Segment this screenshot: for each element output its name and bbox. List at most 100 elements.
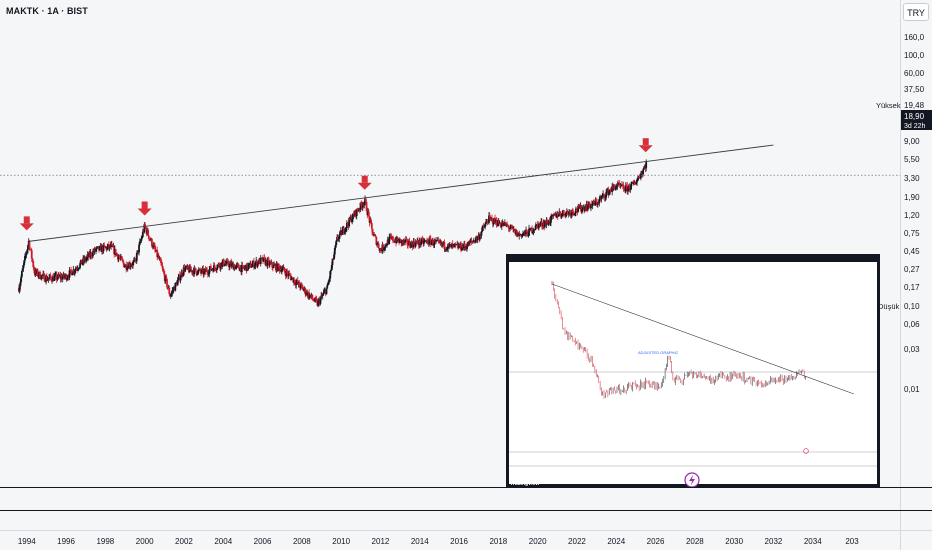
candle-body <box>615 186 617 190</box>
candle <box>528 224 530 236</box>
candle-body <box>611 186 614 192</box>
price-tick-label: 1,20 <box>904 211 920 220</box>
time-tick-label: 2010 <box>332 537 350 546</box>
candle <box>214 267 217 272</box>
candle-body <box>129 265 132 267</box>
candle <box>227 259 230 267</box>
price-tick-label: 160,0 <box>904 33 925 42</box>
price-tick-label: 0,03 <box>904 345 920 354</box>
candle-body <box>491 218 494 224</box>
candle-body <box>636 179 639 183</box>
candle <box>171 287 174 297</box>
candle-body <box>214 267 217 270</box>
candle-body <box>132 260 135 262</box>
candle-body <box>278 266 281 271</box>
candle <box>81 262 84 266</box>
candle <box>361 202 364 212</box>
price-tick-label: 37,50 <box>904 85 925 94</box>
candle-body <box>311 294 314 299</box>
candle-body <box>578 205 580 207</box>
candle-body <box>420 243 422 245</box>
time-tick-label: 2022 <box>568 537 586 546</box>
candle-body <box>23 260 26 265</box>
candle-body <box>24 255 26 261</box>
candle <box>396 236 399 242</box>
time-tick-label: 2034 <box>804 537 822 546</box>
candle <box>377 241 380 249</box>
candle-body <box>32 261 35 267</box>
candle-body <box>280 269 283 273</box>
candle <box>110 241 112 250</box>
candle-body <box>591 203 594 207</box>
candle-body <box>474 240 477 243</box>
candle-body <box>613 185 616 188</box>
candle-body <box>86 256 88 259</box>
candle <box>95 248 97 255</box>
candle-body <box>371 228 374 236</box>
candle-body <box>92 251 94 257</box>
candle-body <box>392 236 394 242</box>
candle <box>406 238 409 249</box>
candle-body <box>284 270 286 273</box>
candle-body <box>223 265 226 267</box>
candle-body <box>116 253 119 256</box>
candle-body <box>380 248 382 251</box>
candle <box>616 181 619 190</box>
candle-body <box>194 268 197 272</box>
candle-body <box>289 274 292 277</box>
candle-body <box>207 273 210 275</box>
time-tick-label: 1994 <box>18 537 36 546</box>
inset-canvas <box>509 262 877 484</box>
candle <box>550 214 552 227</box>
candle-body <box>139 241 142 242</box>
candle-body <box>445 249 448 250</box>
candle <box>331 258 334 268</box>
candle-body <box>114 248 117 256</box>
candle <box>470 237 473 246</box>
candle-body <box>140 238 143 242</box>
candle-body <box>628 185 631 190</box>
candle-body <box>141 231 144 237</box>
price-tick-label: 1,90 <box>904 193 920 202</box>
candle-body <box>152 244 155 248</box>
candle-body <box>96 246 99 248</box>
candle-body <box>262 257 265 262</box>
candle <box>223 265 226 267</box>
candle-body <box>286 270 289 274</box>
candle <box>618 180 621 188</box>
candle-body <box>218 263 221 267</box>
candle <box>491 217 494 228</box>
candle-body <box>427 243 430 245</box>
candle-body <box>594 200 597 206</box>
currency-button[interactable]: TRY <box>903 3 929 21</box>
candle <box>47 278 50 283</box>
candle-body <box>319 298 322 304</box>
candle-body <box>602 193 605 195</box>
candle <box>268 260 271 268</box>
candle-body <box>299 283 302 289</box>
candle <box>312 298 315 302</box>
candle-body <box>334 245 337 249</box>
time-tick-label: 2018 <box>489 537 507 546</box>
candle <box>345 228 348 233</box>
candle-body <box>266 259 269 266</box>
candle-body <box>163 271 165 274</box>
candle <box>114 248 117 257</box>
candle-body <box>485 221 487 225</box>
candle-body <box>132 261 134 266</box>
time-tick-label: 2004 <box>214 537 232 546</box>
candle-body <box>168 287 171 295</box>
candle <box>605 189 608 201</box>
candle-body <box>78 267 81 269</box>
time-tick-label: 2012 <box>372 537 390 546</box>
candle-body <box>385 244 388 246</box>
candle-body <box>55 274 58 280</box>
candle <box>197 267 200 273</box>
candle <box>147 235 150 241</box>
candle-body <box>104 246 106 248</box>
candle-body <box>247 265 250 269</box>
candle <box>429 235 432 248</box>
candle-body <box>313 300 316 302</box>
candle-body <box>639 173 642 179</box>
